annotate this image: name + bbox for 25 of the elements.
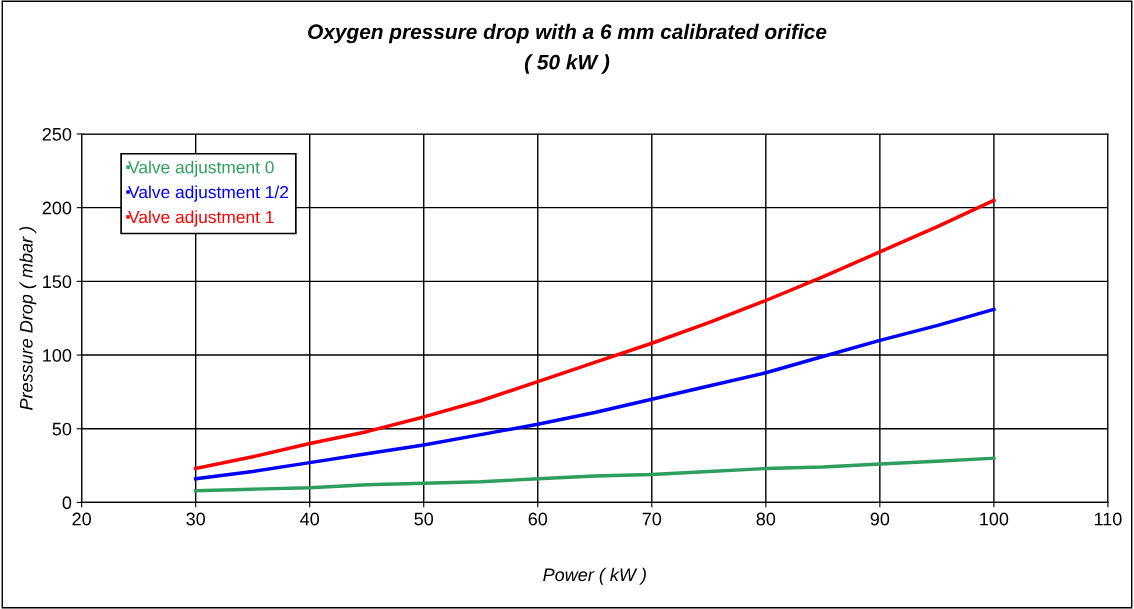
chart-subtitle: ( 50 kW ) xyxy=(524,54,610,74)
chart-title: Oxygen pressure drop with a 6 mm calibrated orifice xyxy=(308,23,827,44)
x-tick-label: 20 xyxy=(72,512,91,526)
x-tick-label: 110 xyxy=(1094,512,1122,526)
x-tick-label: 70 xyxy=(642,512,662,526)
y-tick-label: 150 xyxy=(43,275,72,289)
x-tick-label: 50 xyxy=(414,512,434,526)
x-tick-label: 40 xyxy=(300,512,320,526)
y-tick-label: 0 xyxy=(62,496,72,510)
legend-label: Valve adjustment 1/2 xyxy=(128,185,289,202)
y-tick-label: 200 xyxy=(42,201,72,215)
legend-label: Valve adjustment 0 xyxy=(128,160,274,177)
line-series xyxy=(193,456,996,493)
y-axis-title: Pressure Drop ( mbar ) xyxy=(19,226,37,410)
x-tick-label: 30 xyxy=(186,512,206,526)
x-axis-title: Power ( kW ) xyxy=(543,567,646,585)
y-tick-label: 100 xyxy=(43,348,72,362)
y-tick-label: 250 xyxy=(42,127,72,141)
x-tick-label: 60 xyxy=(528,512,548,526)
x-tick-label: 100 xyxy=(980,512,1009,526)
y-tick-label: 50 xyxy=(52,422,72,436)
line-series xyxy=(193,307,996,481)
legend-label: Valve adjustment 1 xyxy=(128,210,274,227)
x-tick-label: 90 xyxy=(870,512,890,526)
x-tick-label: 80 xyxy=(756,512,776,526)
